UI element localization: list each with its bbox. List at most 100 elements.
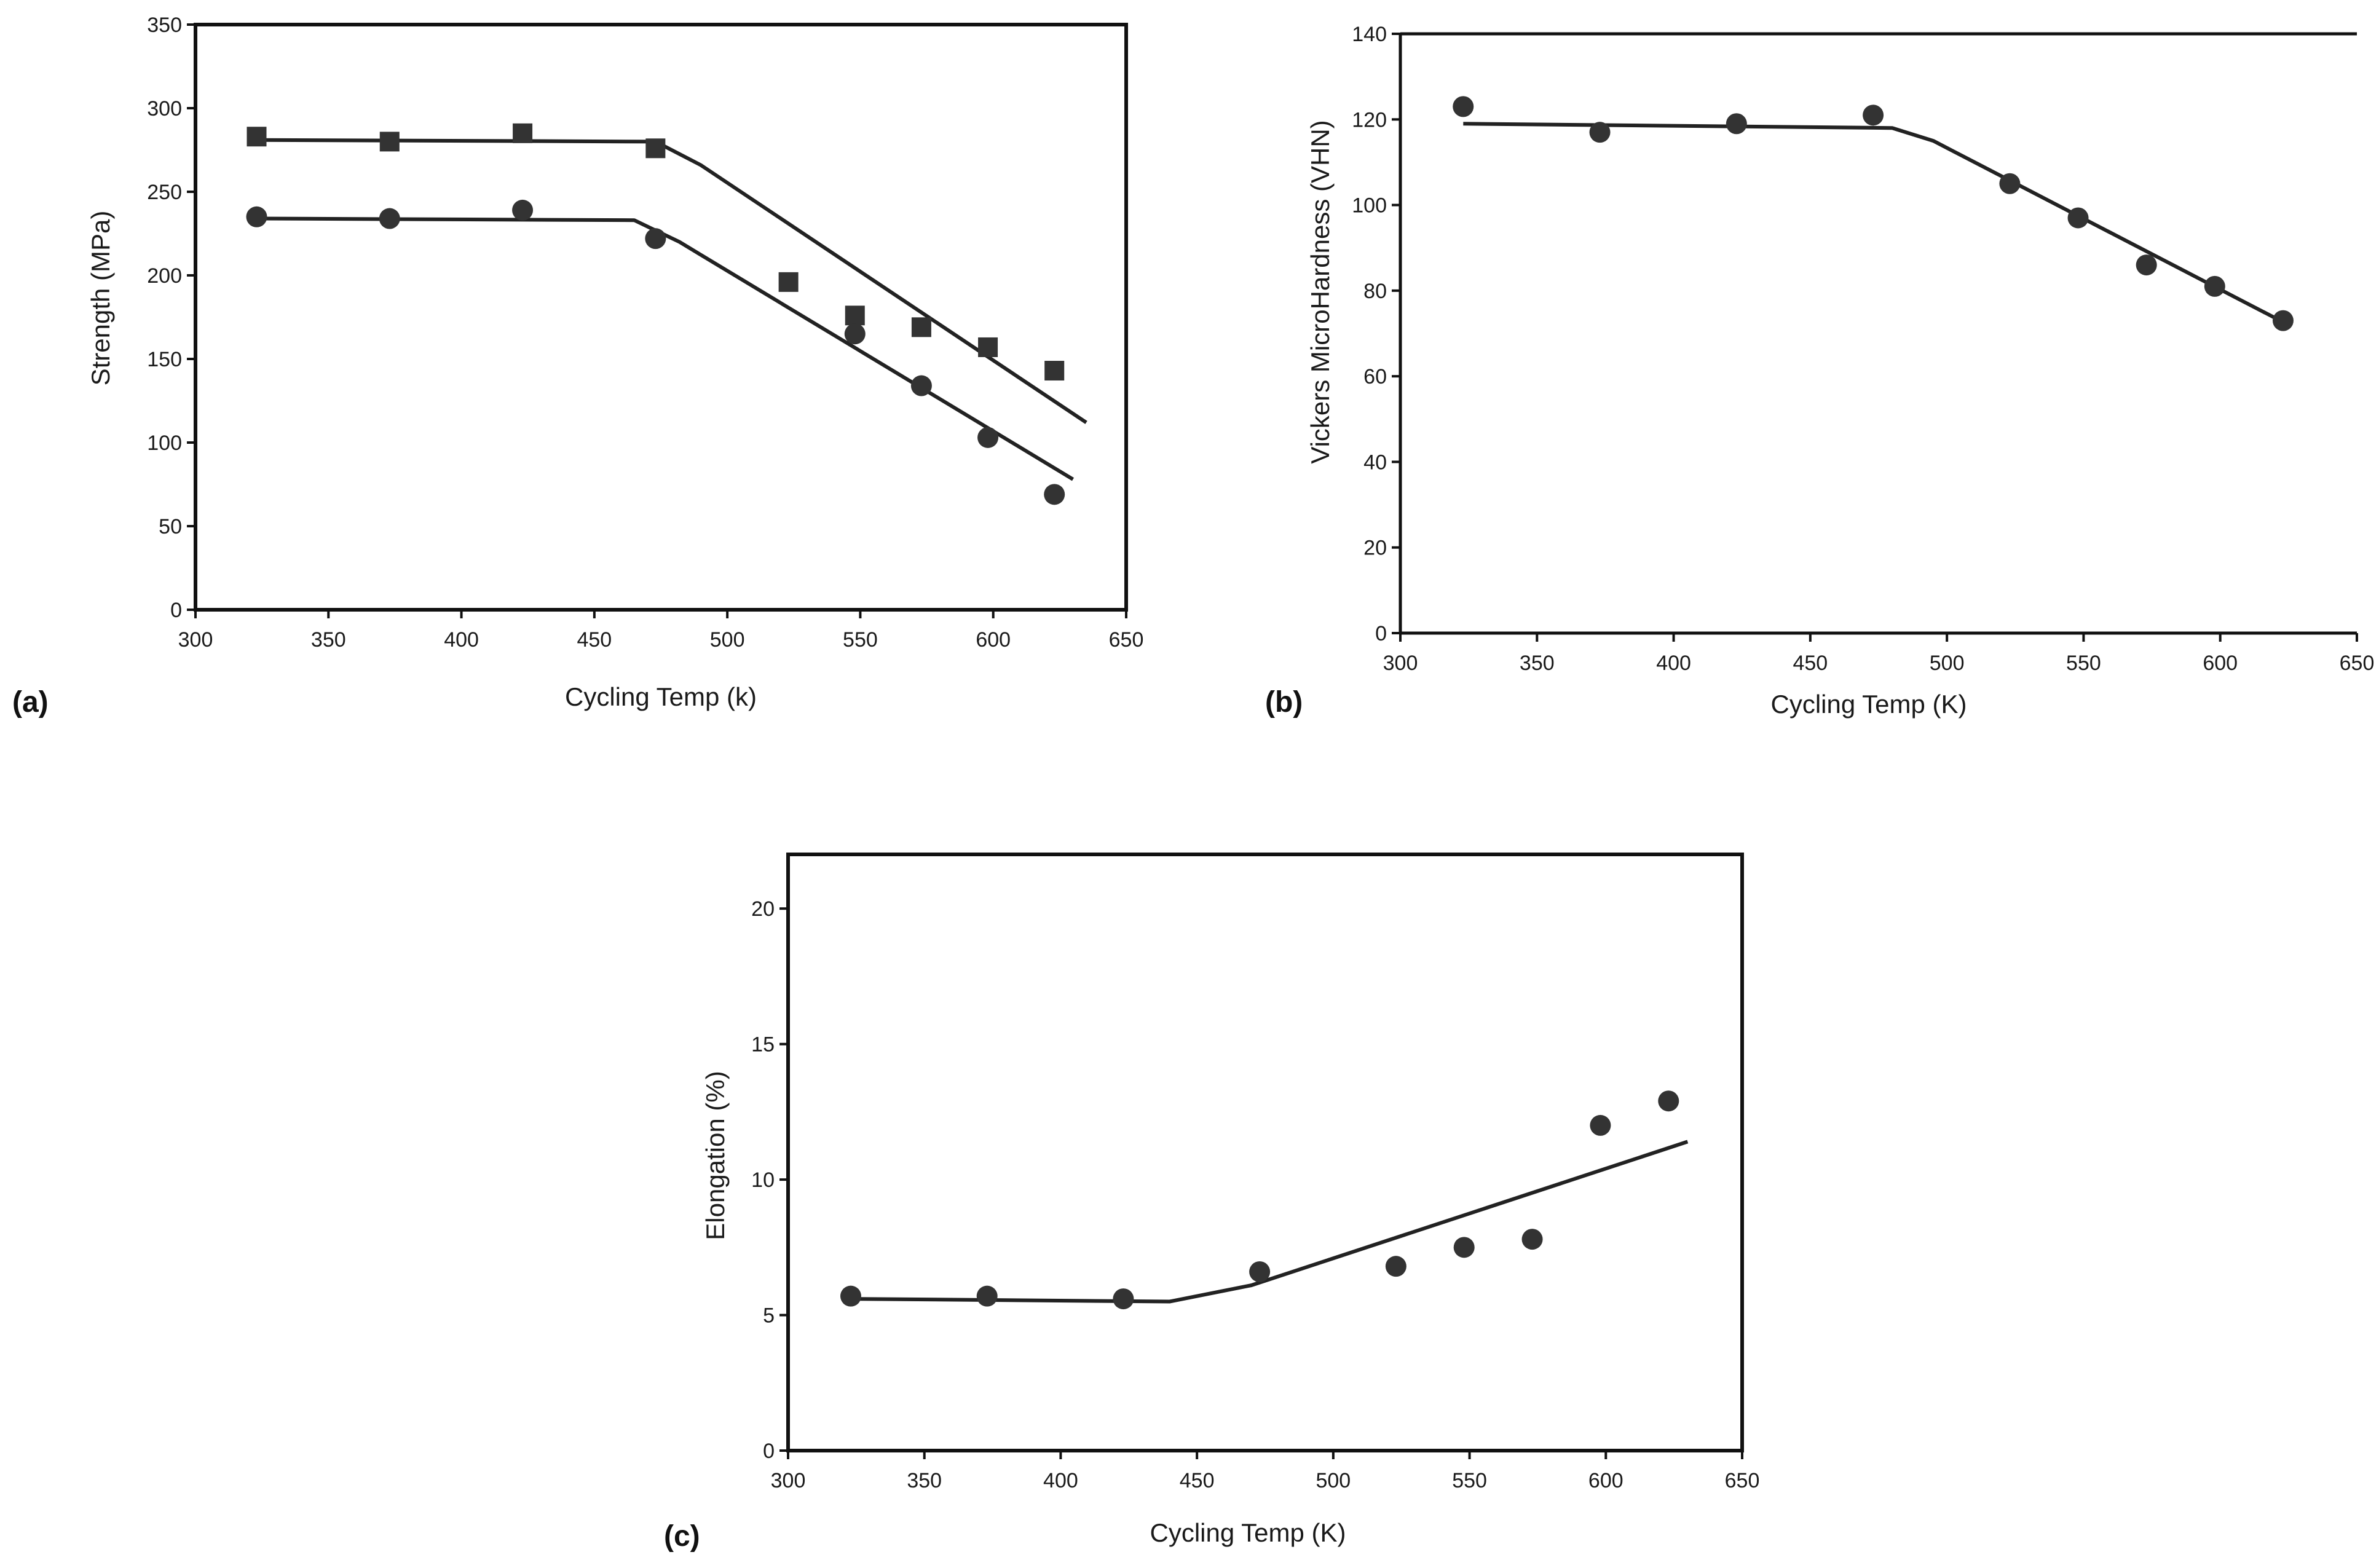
panel-a-points [246, 123, 1065, 505]
panel-c-label: (c) [664, 1520, 700, 1553]
hardness-point [1453, 96, 1474, 117]
y-tick-label: 10 [751, 1168, 775, 1192]
hardness-point [2272, 310, 2294, 331]
elongation-point [1521, 1229, 1543, 1250]
hardness-point [2204, 275, 2225, 297]
circle-series-point [1044, 484, 1065, 505]
elongation-point [1658, 1090, 1679, 1112]
y-tick-label: 15 [751, 1033, 775, 1057]
x-tick-label: 450 [1180, 1469, 1215, 1492]
panel-c-y-axis-label: Elongation (%) [701, 1071, 730, 1240]
x-tick-label: 350 [907, 1469, 942, 1492]
y-tick-label: 40 [1363, 451, 1387, 474]
x-tick-label: 550 [2066, 652, 2101, 675]
panel-b-fit-lines [1463, 122, 2290, 327]
y-tick-label: 350 [147, 14, 182, 37]
x-tick-label: 350 [1520, 652, 1555, 675]
square-series-point [1044, 361, 1065, 381]
elongation-point [1385, 1256, 1406, 1277]
panel-b-hardness-chart: 300 350 400 450 500 550 600 650 0 20 40 60 80 100 120… [1265, 23, 2374, 719]
y-tick-label: 80 [1363, 280, 1387, 303]
panel-a-x-axis-label: Cycling Temp (k) [565, 682, 757, 711]
y-tick-label: 150 [147, 348, 182, 371]
x-tick-label: 500 [1316, 1469, 1351, 1492]
y-tick-label: 5 [763, 1304, 775, 1328]
hardness-point [1589, 122, 1611, 143]
circle-series-point [379, 208, 400, 229]
hardness-point [2136, 254, 2157, 276]
elongation-point [1453, 1237, 1475, 1258]
hardness-point [2067, 207, 2089, 229]
y-tick-label: 140 [1352, 23, 1387, 46]
x-tick-label: 600 [976, 628, 1011, 652]
x-tick-label: 600 [1588, 1469, 1623, 1492]
panel-a-label: (a) [12, 686, 49, 719]
y-tick-label: 60 [1363, 365, 1387, 388]
elongation-point [1249, 1261, 1271, 1282]
panel-a-y-ticks: 0 50 100 150 200 250 300 350 [147, 14, 195, 622]
panel-c-fit-lines [850, 1140, 1689, 1304]
panel-b-x-ticks: 300 350 400 450 500 550 600 650 [1383, 633, 2374, 675]
panel-c-plot-frame [786, 853, 1744, 1452]
y-tick-label: 100 [147, 431, 182, 455]
panel-c-y-ticks: 0 5 10 15 20 [751, 897, 788, 1463]
panel-a-x-ticks: 300 350 400 450 500 550 600 650 [178, 610, 1144, 652]
square-series-point [778, 272, 799, 292]
x-tick-label: 600 [2203, 652, 2238, 675]
y-tick-label: 100 [1352, 194, 1387, 218]
square-series-fit-line [256, 138, 1087, 424]
panel-a-y-axis-label: Strength (MPa) [86, 211, 115, 386]
y-tick-label: 300 [147, 97, 182, 120]
panel-c-x-axis-label: Cycling Temp (K) [1150, 1518, 1346, 1547]
y-tick-label: 200 [147, 264, 182, 288]
square-series-point [845, 305, 865, 326]
hardness-fit-line [1463, 122, 2290, 327]
panel-a-strength-chart: 300 350 400 450 500 550 600 650 0 50 100 150 200 250… [12, 14, 1143, 719]
elongation-point [1590, 1114, 1611, 1136]
square-series-point [978, 337, 998, 357]
x-tick-label: 650 [1725, 1469, 1760, 1492]
y-tick-label: 0 [1375, 622, 1387, 645]
panel-a-plot-frame [194, 23, 1128, 612]
panel-c-points [840, 1090, 1679, 1310]
square-series-point [645, 138, 666, 159]
y-tick-label: 0 [170, 599, 182, 622]
x-tick-label: 400 [444, 628, 479, 652]
panel-b-label: (b) [1265, 686, 1303, 719]
panel-b-y-ticks: 0 20 40 60 80 100 120 140 [1352, 23, 1400, 645]
x-tick-label: 350 [311, 628, 346, 652]
panel-c-elongation-chart: 300 350 400 450 500 550 600 650 0 5 10 15 20 Cyclin… [664, 853, 1760, 1553]
x-tick-label: 450 [577, 628, 612, 652]
y-tick-label: 20 [751, 897, 775, 921]
x-tick-label: 400 [1656, 652, 1691, 675]
panel-b-axes [1399, 32, 2357, 635]
hardness-point [1726, 113, 1747, 135]
square-series-point [911, 317, 931, 337]
circle-series-point [512, 199, 534, 221]
x-tick-label: 550 [843, 628, 878, 652]
x-tick-label: 500 [1930, 652, 1965, 675]
elongation-fit-line [850, 1140, 1689, 1304]
y-tick-label: 250 [147, 181, 182, 204]
circle-series-point [844, 323, 866, 345]
y-tick-label: 120 [1352, 108, 1387, 132]
panel-b-y-axis-label: Vickers MicroHardness (VHN) [1306, 120, 1335, 463]
elongation-point [840, 1285, 861, 1307]
circle-series-point [246, 206, 267, 227]
circle-series-point [910, 375, 932, 396]
circle-series-point [645, 228, 666, 250]
x-tick-label: 300 [178, 628, 213, 652]
x-tick-label: 650 [1109, 628, 1144, 652]
panel-a-fit-lines [256, 138, 1087, 481]
square-series-point [247, 127, 267, 147]
x-tick-label: 500 [710, 628, 745, 652]
square-series-point [379, 132, 400, 152]
x-tick-label: 450 [1793, 652, 1828, 675]
y-tick-label: 20 [1363, 537, 1387, 560]
panel-b-x-axis-label: Cycling Temp (K) [1771, 690, 1967, 719]
square-series-point [513, 123, 533, 143]
hardness-point [1999, 173, 2021, 194]
x-tick-label: 400 [1043, 1469, 1078, 1492]
circle-series-fit-line [256, 216, 1075, 481]
